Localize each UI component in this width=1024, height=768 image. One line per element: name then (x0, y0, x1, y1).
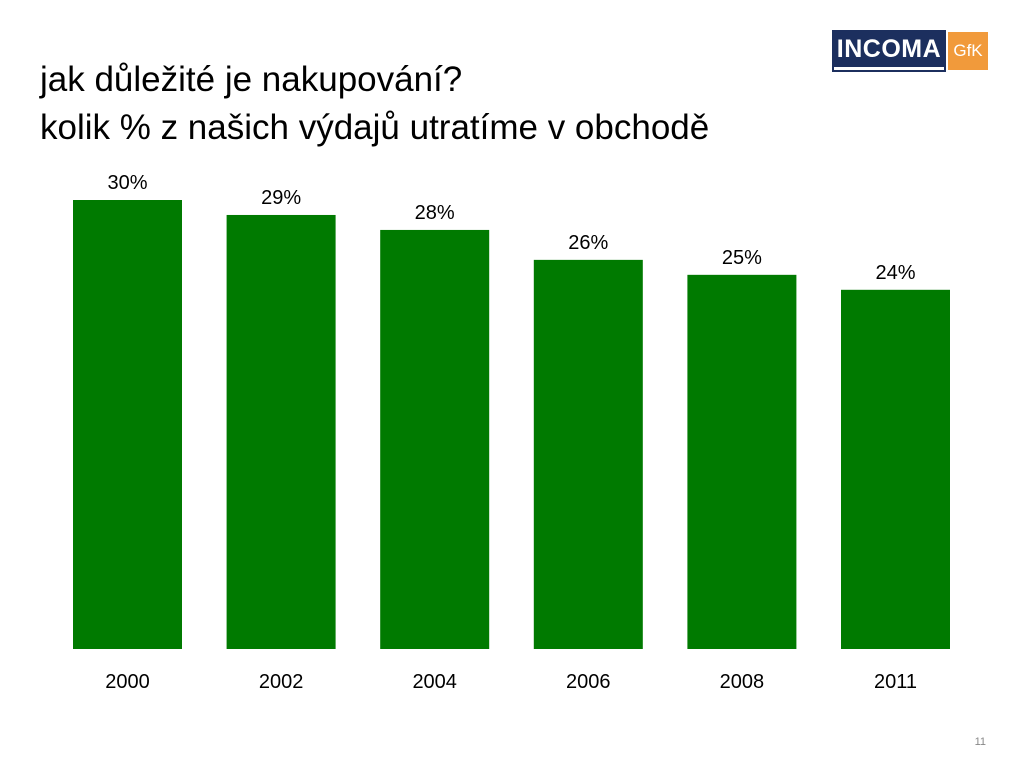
logo-incoma: INCOMA (832, 30, 946, 72)
bar-2011 (841, 289, 950, 649)
x-tick-label-2006: 2006 (566, 671, 611, 693)
bar-2008 (687, 274, 797, 649)
x-tick-label-2011: 2011 (874, 671, 917, 693)
x-tick-label-2004: 2004 (412, 671, 457, 693)
x-tick-label-2000: 2000 (105, 671, 150, 693)
x-tick-label-2002: 2002 (259, 671, 304, 693)
x-tick-label-2008: 2008 (720, 671, 765, 693)
data-label-2004: 28% (415, 202, 455, 224)
bar-2002 (226, 214, 336, 649)
title-line-2: kolik % z našich výdajů utratíme v obcho… (40, 108, 710, 147)
data-label-2000: 30% (107, 172, 147, 194)
title-line-1: jak důležité je nakupování? (40, 60, 463, 99)
data-label-2008: 25% (722, 247, 762, 269)
data-label-2011: 24% (875, 262, 915, 284)
bar-2004 (380, 229, 490, 649)
logo-gfk: GfK (948, 32, 988, 70)
page-title: jak důležité je nakupování? kolik % z na… (40, 56, 709, 152)
data-label-2006: 26% (568, 232, 608, 254)
data-label-2002: 29% (261, 187, 301, 209)
bar-2000 (73, 200, 182, 649)
incoma-gfk-logo: INCOMA GfK (832, 30, 988, 72)
bar-2006 (533, 259, 643, 649)
bars: 30% 2000 29% 2002 28% 2004 26% 2006 25% 2008 24% 20… (73, 172, 950, 693)
page-number: 11 (974, 736, 986, 748)
